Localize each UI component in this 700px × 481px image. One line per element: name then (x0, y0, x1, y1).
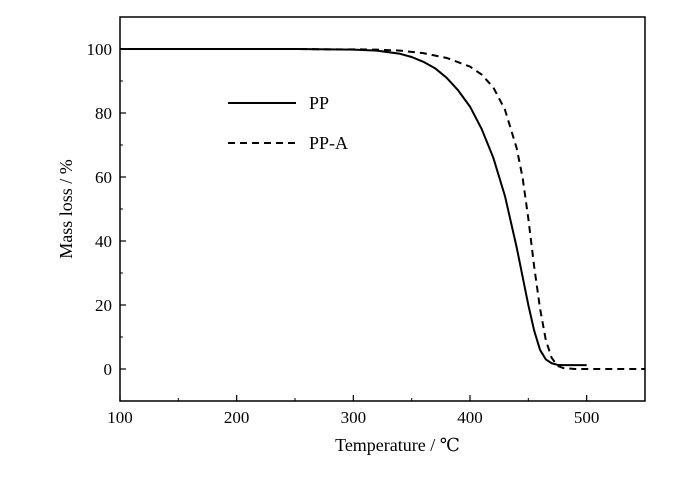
x-tick-label: 100 (107, 408, 133, 427)
y-tick-label: 60 (95, 168, 112, 187)
series-line-pp-a (120, 48, 645, 370)
y-tick-label: 20 (95, 296, 112, 315)
legend-label: PP (309, 93, 329, 113)
legend-label: PP-A (309, 133, 348, 153)
x-tick-label: 400 (457, 408, 483, 427)
x-tick-label: 200 (224, 408, 250, 427)
x-tick-label: 500 (574, 408, 600, 427)
series-line-pp (120, 48, 587, 367)
y-axis-label: Mass loss / % (56, 159, 76, 259)
series-layer (120, 48, 645, 370)
plot-frame (119, 16, 646, 402)
x-axis-label: Temperature / ℃ (335, 435, 460, 455)
y-tick-label: 80 (95, 104, 112, 123)
ticks-layer: 100 200 300 400 500 0 20 40 60 80 100 (87, 16, 600, 427)
x-tick-label: 300 (341, 408, 367, 427)
y-tick-label: 40 (95, 232, 112, 251)
y-tick-label: 0 (104, 360, 113, 379)
y-tick-label: 100 (87, 40, 113, 59)
legend: PP PP-A (228, 93, 348, 153)
